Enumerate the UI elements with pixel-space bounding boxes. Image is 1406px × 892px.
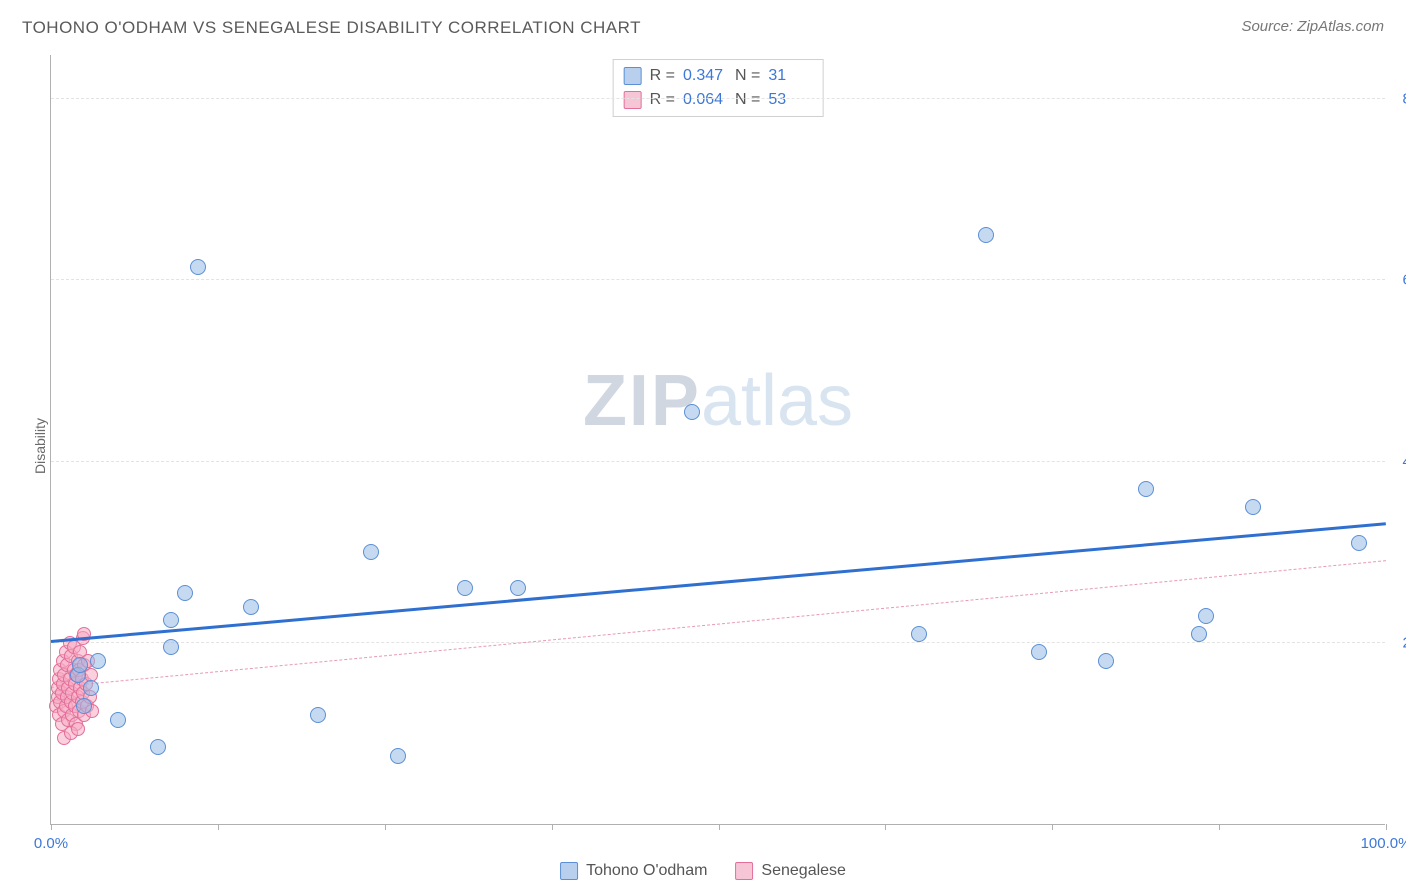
data-point	[510, 580, 526, 596]
data-point	[457, 580, 473, 596]
data-point	[1138, 481, 1154, 497]
chart-title: TOHONO O'ODHAM VS SENEGALESE DISABILITY …	[22, 18, 641, 37]
y-tick-label: 20.0%	[1390, 634, 1406, 651]
data-point	[177, 585, 193, 601]
x-tick	[385, 824, 386, 830]
stat-r-value: 0.064	[683, 88, 727, 112]
stat-n-label: N =	[735, 64, 760, 88]
legend-swatch	[735, 862, 753, 880]
data-point	[684, 404, 700, 420]
series-swatch	[624, 67, 642, 85]
data-point	[243, 599, 259, 615]
x-tick	[1052, 824, 1053, 830]
data-point	[978, 227, 994, 243]
stat-r-value: 0.347	[683, 64, 727, 88]
data-point	[90, 653, 106, 669]
x-tick	[885, 824, 886, 830]
data-point	[72, 657, 88, 673]
data-point	[76, 698, 92, 714]
stat-r-label: R =	[650, 64, 675, 88]
data-point	[163, 639, 179, 655]
gridline	[51, 279, 1385, 280]
series-legend: Tohono O'odham Senegalese	[560, 862, 846, 880]
data-point	[1191, 626, 1207, 642]
stats-row: R = 0.347 N = 31	[624, 64, 813, 88]
stat-n-value: 31	[768, 64, 812, 88]
data-point	[390, 748, 406, 764]
data-point	[1031, 644, 1047, 660]
source-label: Source: ZipAtlas.com	[1241, 18, 1384, 35]
watermark: ZIPatlas	[583, 360, 853, 442]
x-tick	[552, 824, 553, 830]
y-tick-label: 80.0%	[1390, 91, 1406, 108]
data-point	[190, 259, 206, 275]
x-tick	[719, 824, 720, 830]
x-tick	[1386, 824, 1387, 830]
data-point	[310, 707, 326, 723]
stats-legend-box: R = 0.347 N = 31 R = 0.064 N = 53	[613, 59, 824, 117]
stat-r-label: R =	[650, 88, 675, 112]
y-tick-label: 60.0%	[1390, 272, 1406, 289]
gridline	[51, 642, 1385, 643]
stat-n-label: N =	[735, 88, 760, 112]
series-swatch	[624, 91, 642, 109]
y-axis-label: Disability	[32, 418, 48, 474]
legend-label: Tohono O'odham	[586, 862, 707, 880]
legend-swatch	[560, 862, 578, 880]
trend-line	[51, 522, 1386, 643]
x-tick	[218, 824, 219, 830]
y-tick-label: 40.0%	[1390, 453, 1406, 470]
gridline	[51, 98, 1385, 99]
gridline	[51, 461, 1385, 462]
data-point	[1198, 608, 1214, 624]
data-point	[71, 722, 85, 736]
legend-label: Senegalese	[761, 862, 846, 880]
stat-n-value: 53	[768, 88, 812, 112]
legend-item: Senegalese	[735, 862, 846, 880]
x-tick	[1219, 824, 1220, 830]
data-point	[150, 739, 166, 755]
data-point	[110, 712, 126, 728]
data-point	[911, 626, 927, 642]
scatter-plot: ZIPatlas R =0.347N =31R =0.064N =53 20.0…	[50, 55, 1385, 825]
data-point	[163, 612, 179, 628]
data-point	[363, 544, 379, 560]
data-point	[1351, 535, 1367, 551]
data-point	[83, 680, 99, 696]
data-point	[1245, 499, 1261, 515]
x-tick-label: 0.0%	[34, 835, 68, 852]
x-tick-label: 100.0%	[1361, 835, 1406, 852]
x-tick	[51, 824, 52, 830]
data-point	[1098, 653, 1114, 669]
legend-item: Tohono O'odham	[560, 862, 707, 880]
stats-row: R = 0.064 N = 53	[624, 88, 813, 112]
